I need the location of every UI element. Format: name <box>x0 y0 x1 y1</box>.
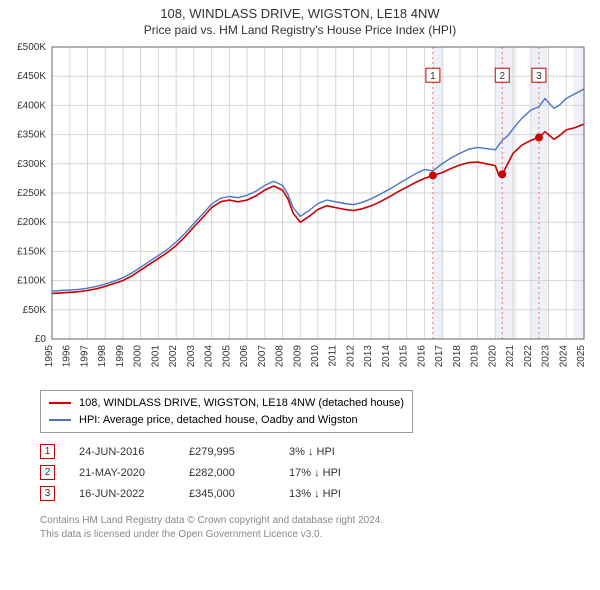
svg-text:2021: 2021 <box>505 345 516 368</box>
legend-swatch <box>49 419 71 421</box>
svg-text:3: 3 <box>536 71 542 82</box>
legend-item: HPI: Average price, detached house, Oadb… <box>49 412 404 429</box>
legend-item: 108, WINDLASS DRIVE, WIGSTON, LE18 4NW (… <box>49 395 404 412</box>
svg-text:£400K: £400K <box>17 100 46 111</box>
svg-text:2007: 2007 <box>257 345 268 368</box>
legend: 108, WINDLASS DRIVE, WIGSTON, LE18 4NW (… <box>40 390 413 433</box>
svg-text:2019: 2019 <box>470 345 481 368</box>
chart-svg: £0 £50K £100K £150K £200K £250K £300K £350K £400… <box>0 39 600 379</box>
svg-text:2004: 2004 <box>204 345 215 368</box>
sale-date: 16-JUN-2022 <box>79 488 189 500</box>
svg-text:2022: 2022 <box>523 345 534 368</box>
svg-text:2013: 2013 <box>363 345 374 368</box>
svg-text:£100K: £100K <box>17 276 46 287</box>
sale-date: 21-MAY-2020 <box>79 467 189 479</box>
svg-text:1995: 1995 <box>44 345 55 368</box>
svg-text:£50K: £50K <box>23 305 47 316</box>
svg-text:1: 1 <box>430 71 436 82</box>
svg-text:£0: £0 <box>35 334 47 345</box>
footer: Contains HM Land Registry data © Crown c… <box>40 514 600 542</box>
sale-marker: 3 <box>40 486 55 501</box>
sale-price: £282,000 <box>189 467 289 479</box>
sale-diff: 17% ↓ HPI <box>289 467 399 479</box>
sale-row: 3 16-JUN-2022£345,00013% ↓ HPI <box>40 483 600 504</box>
svg-text:1997: 1997 <box>79 345 90 368</box>
svg-text:2023: 2023 <box>541 345 552 368</box>
svg-text:2001: 2001 <box>150 345 161 368</box>
sale-row: 2 21-MAY-2020£282,00017% ↓ HPI <box>40 462 600 483</box>
svg-text:£200K: £200K <box>17 217 46 228</box>
chart-container: 108, WINDLASS DRIVE, WIGSTON, LE18 4NW P… <box>0 0 600 542</box>
svg-text:2012: 2012 <box>345 345 356 368</box>
svg-text:2006: 2006 <box>239 345 250 368</box>
svg-text:2025: 2025 <box>576 345 587 368</box>
footer-line2: This data is licensed under the Open Gov… <box>40 528 600 542</box>
svg-text:2000: 2000 <box>133 345 144 368</box>
svg-text:2011: 2011 <box>328 345 339 367</box>
svg-text:1999: 1999 <box>115 345 126 368</box>
title-address: 108, WINDLASS DRIVE, WIGSTON, LE18 4NW <box>0 6 600 21</box>
sale-price: £279,995 <box>189 446 289 458</box>
legend-text: HPI: Average price, detached house, Oadb… <box>79 412 358 429</box>
svg-text:1996: 1996 <box>62 345 73 368</box>
svg-text:£500K: £500K <box>17 42 46 53</box>
sale-marker: 1 <box>40 444 55 459</box>
sale-diff: 13% ↓ HPI <box>289 488 399 500</box>
svg-text:1998: 1998 <box>97 345 108 368</box>
sale-marker: 2 <box>40 465 55 480</box>
svg-text:£250K: £250K <box>17 188 46 199</box>
chart-plot: £0 £50K £100K £150K £200K £250K £300K £350K £400… <box>0 39 600 384</box>
svg-text:2005: 2005 <box>221 345 232 368</box>
svg-text:2016: 2016 <box>416 345 427 368</box>
svg-text:2003: 2003 <box>186 345 197 368</box>
sales-table: 1 24-JUN-2016£279,9953% ↓ HPI 2 21-MAY-2020… <box>40 441 600 504</box>
svg-text:2002: 2002 <box>168 345 179 368</box>
footer-line1: Contains HM Land Registry data © Crown c… <box>40 514 600 528</box>
svg-text:2008: 2008 <box>275 345 286 368</box>
chart-titles: 108, WINDLASS DRIVE, WIGSTON, LE18 4NW P… <box>0 0 600 39</box>
svg-text:£350K: £350K <box>17 130 46 141</box>
sale-price: £345,000 <box>189 488 289 500</box>
svg-text:£150K: £150K <box>17 246 46 257</box>
sale-row: 1 24-JUN-2016£279,9953% ↓ HPI <box>40 441 600 462</box>
svg-text:2018: 2018 <box>452 345 463 368</box>
svg-text:£450K: £450K <box>17 71 46 82</box>
svg-text:2017: 2017 <box>434 345 445 368</box>
legend-swatch <box>49 402 71 404</box>
svg-text:2015: 2015 <box>399 345 410 368</box>
svg-text:2014: 2014 <box>381 345 392 368</box>
svg-text:2020: 2020 <box>487 345 498 368</box>
svg-text:2024: 2024 <box>558 345 569 368</box>
svg-text:£300K: £300K <box>17 159 46 170</box>
title-subtitle: Price paid vs. HM Land Registry's House … <box>0 23 600 37</box>
svg-text:2009: 2009 <box>292 345 303 368</box>
sale-diff: 3% ↓ HPI <box>289 446 399 458</box>
svg-text:2: 2 <box>499 71 505 82</box>
sale-date: 24-JUN-2016 <box>79 446 189 458</box>
svg-text:2010: 2010 <box>310 345 321 368</box>
legend-text: 108, WINDLASS DRIVE, WIGSTON, LE18 4NW (… <box>79 395 404 412</box>
